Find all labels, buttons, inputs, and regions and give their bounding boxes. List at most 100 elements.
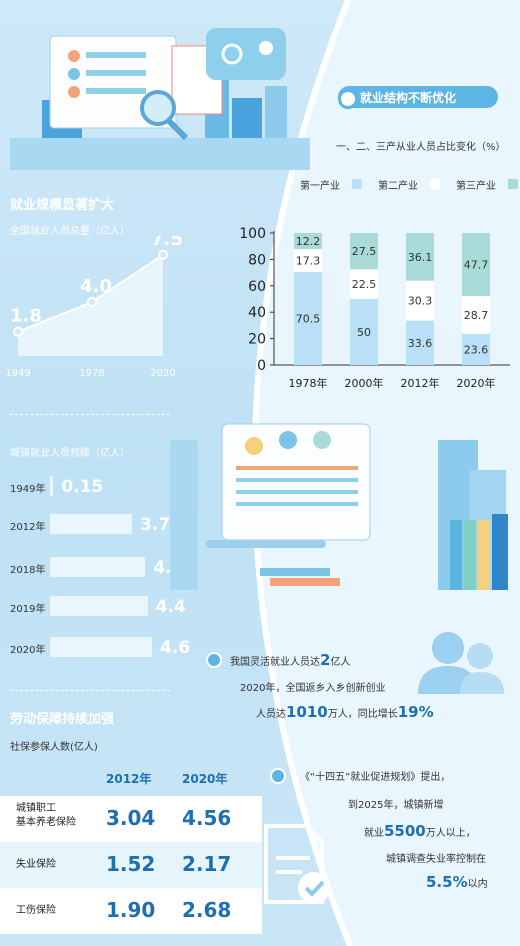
x-tick-label: 1978 <box>79 368 104 379</box>
legend-swatch <box>430 179 440 189</box>
bar-value-label: 12.2 <box>296 235 321 248</box>
row-label: 失业保险 <box>16 859 56 870</box>
value-2020: 2.68 <box>182 898 232 922</box>
divider <box>10 690 170 691</box>
badge <box>338 86 498 108</box>
x-tick-label: 2020年 <box>457 376 496 390</box>
value-2020: 4.56 <box>182 806 232 830</box>
stacked-bar-segment <box>462 333 490 365</box>
row-label: 工伤保险 <box>16 905 56 916</box>
y-tick-label: 40 <box>248 305 266 321</box>
badge-text: 就业结构不断优化 <box>360 91 457 105</box>
plan-line-4: 城镇调查失业率控制在 <box>386 854 486 865</box>
x-tick-label: 2012年 <box>401 376 440 390</box>
stacked-bar-segment <box>350 299 378 365</box>
value-2020: 2.17 <box>182 852 232 876</box>
document-check-icon <box>264 824 330 904</box>
stacked-bar-segment <box>350 269 378 299</box>
flex-line-1: 我国灵活就业人员达2亿人 <box>230 651 351 669</box>
bar <box>50 596 148 616</box>
stacked-bar-chart: 0 20 40 60 80 100 70.5 17.3 12.2 1978年 50 22.5 27.5 2… <box>239 226 510 390</box>
stacked-bar-segment <box>294 233 322 250</box>
bar <box>50 514 133 534</box>
row-label: 城镇职工 <box>16 803 56 814</box>
resume-illustration <box>170 423 508 590</box>
stacked-bar-segment <box>406 280 434 321</box>
bar-value-label: 3.7 <box>140 515 171 535</box>
office-illustration <box>10 28 310 170</box>
col-header-2020: 2020年 <box>182 772 228 786</box>
legend-swatch <box>508 179 518 189</box>
value-2012: 3.04 <box>106 806 156 830</box>
plan-line-5: 5.5%以内 <box>426 873 488 891</box>
table-row: 工伤保险 1.90 2.68 <box>0 888 262 934</box>
row-label: 基本养老保险 <box>16 817 76 828</box>
bar-value-label: 4.4 <box>155 597 186 617</box>
bar-value-label: 36.1 <box>408 251 433 264</box>
section4-title: 劳动保障持续加强 <box>10 712 115 727</box>
plan-line-3: 就业5500万人以上， <box>364 822 476 840</box>
stacked-bar-segment <box>350 233 378 270</box>
bar-value-label: 33.6 <box>408 337 433 350</box>
data-label: 1.8 <box>10 306 42 327</box>
legend-label: 第一产业 <box>300 181 340 192</box>
bullet-dot <box>206 652 222 668</box>
section2-title: 城镇就业人员规模（亿人） <box>10 448 130 459</box>
flex-line-3: 人员达1010万人，同比增长19% <box>256 703 434 721</box>
y-tick-label: 60 <box>248 279 266 295</box>
x-tick-label: 1949 <box>5 368 30 379</box>
stacked-bar-segment <box>294 271 322 365</box>
bar-value-label: 17.3 <box>296 255 321 268</box>
section4-subtitle: 社保参保人数(亿人) <box>10 742 98 753</box>
badge-dot <box>338 89 358 109</box>
area-chart: 1.8 1949 4.0 1978 7.5 2020 <box>5 236 183 379</box>
bar-category-label: 1949年 <box>10 484 46 495</box>
y-tick-label: 80 <box>248 252 266 268</box>
table-row: 失业保险 1.52 2.17 <box>0 842 262 888</box>
bar-value-label: 27.5 <box>352 245 377 258</box>
bar-value-label: 30.3 <box>408 295 433 308</box>
bar-value-label: 23.6 <box>464 343 489 356</box>
stacked-bar-segment <box>462 233 490 296</box>
data-point <box>158 249 168 260</box>
bar-value-label: 70.5 <box>296 312 321 325</box>
data-point <box>13 326 23 337</box>
bar-value-label: 47.7 <box>464 258 489 271</box>
stacked-bar-segment <box>462 295 490 334</box>
bar-category-label: 2018年 <box>10 565 46 576</box>
section1-title: 就业规模显著扩大 <box>10 198 115 213</box>
y-tick-label: 20 <box>248 332 266 348</box>
value-2012: 1.52 <box>106 852 156 876</box>
plan-line-1: 《“十四五”就业促进规划》提出， <box>300 772 451 783</box>
x-tick-label: 1978年 <box>289 376 328 390</box>
plan-line-2: 到2025年，城镇新增 <box>348 800 444 811</box>
legend-label: 第三产业 <box>456 181 496 192</box>
legend-swatch <box>352 179 362 189</box>
stacked-bar-segment <box>406 320 434 365</box>
value-2012: 1.90 <box>106 898 156 922</box>
bar-category-label: 2020年 <box>10 645 46 656</box>
col-header-2012: 2012年 <box>106 772 152 786</box>
bar <box>50 476 54 496</box>
flex-line-2: 2020年，全国返乡入乡创新创业 <box>240 683 386 694</box>
stacked-bar-segment <box>294 249 322 272</box>
x-tick-label: 2020 <box>150 368 175 379</box>
section1-subtitle: 全国就业人员总量（亿人） <box>10 226 130 237</box>
bar-value-label: 28.7 <box>464 309 489 322</box>
data-point <box>87 297 97 307</box>
stacked-bar-segment <box>406 233 434 281</box>
bullet-dot <box>270 768 286 784</box>
section3-subtitle: 一、二、三产从业人员占比变化（%） <box>336 142 506 153</box>
data-label: 7.5 <box>151 236 183 250</box>
people-icon <box>418 632 504 694</box>
bar <box>50 557 146 577</box>
y-tick-label: 0 <box>257 358 266 374</box>
bar-value-label: 50 <box>357 326 371 339</box>
bar-category-label: 2019年 <box>10 604 46 615</box>
y-tick-label: 100 <box>239 226 266 242</box>
bar-category-label: 2012年 <box>10 522 46 533</box>
bar <box>50 637 152 657</box>
divider <box>10 414 170 415</box>
legend-label: 第二产业 <box>378 181 418 192</box>
bar-value-label: 4.6 <box>160 638 191 658</box>
